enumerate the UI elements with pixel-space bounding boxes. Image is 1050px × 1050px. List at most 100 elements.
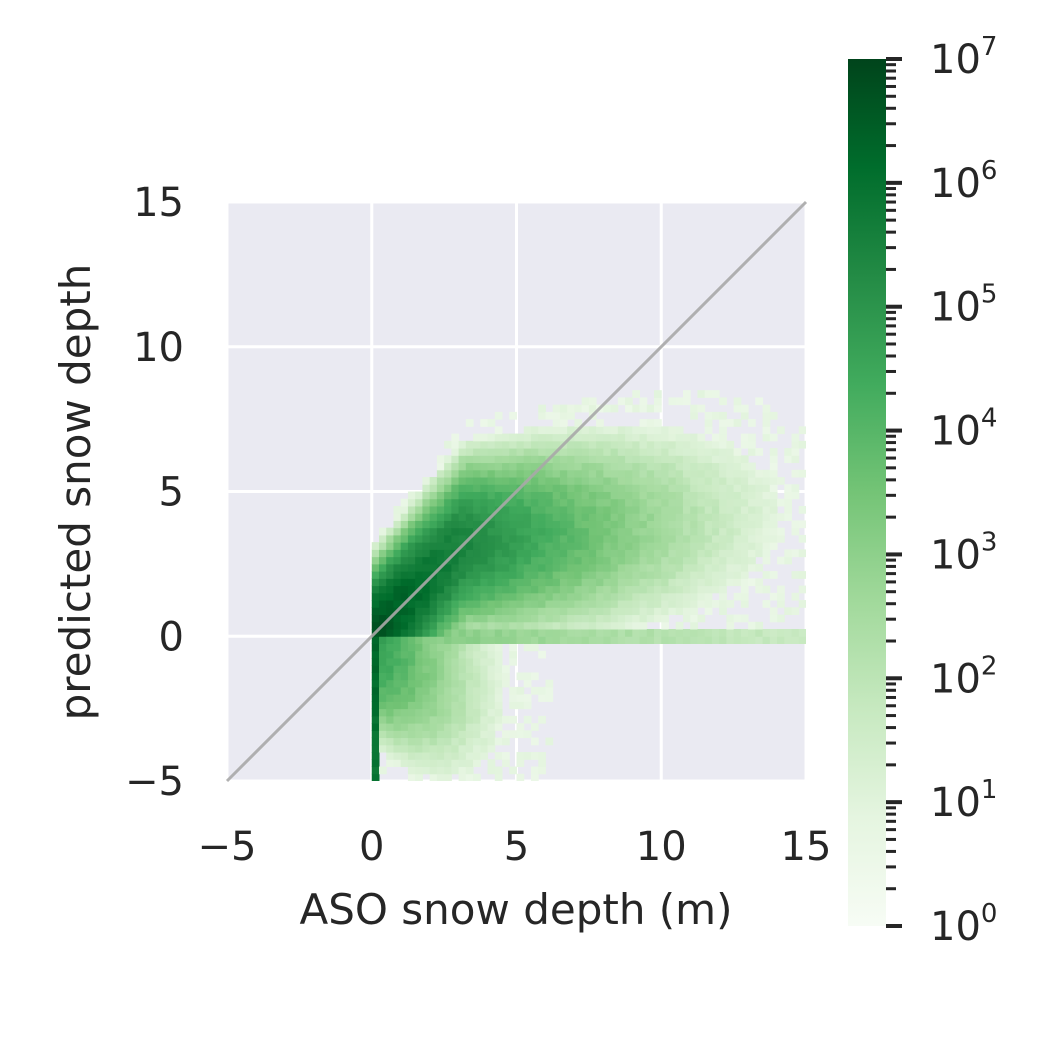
histogram-cell bbox=[393, 672, 402, 681]
histogram-cell bbox=[502, 600, 510, 608]
histogram-cell bbox=[675, 433, 684, 442]
histogram-cell bbox=[682, 636, 691, 644]
histogram-cell bbox=[545, 469, 554, 478]
histogram-cell bbox=[726, 419, 735, 427]
histogram-cell bbox=[465, 723, 474, 731]
histogram-cell bbox=[436, 621, 445, 630]
histogram-cell bbox=[415, 723, 423, 731]
histogram-cell bbox=[530, 563, 539, 572]
histogram-cell bbox=[668, 592, 677, 601]
histogram-cell bbox=[675, 527, 684, 536]
histogram-cell bbox=[494, 484, 503, 492]
histogram-cell bbox=[458, 701, 467, 710]
histogram-cell bbox=[646, 448, 655, 456]
histogram-cell bbox=[429, 534, 438, 543]
histogram-cell bbox=[552, 636, 561, 644]
histogram-cell bbox=[444, 621, 452, 630]
histogram-cell bbox=[494, 636, 503, 644]
histogram-cell bbox=[610, 578, 619, 587]
histogram-cell bbox=[726, 505, 735, 514]
histogram-cell bbox=[690, 477, 698, 485]
histogram-cell bbox=[733, 542, 742, 550]
histogram-cell bbox=[451, 520, 460, 529]
histogram-cell bbox=[444, 708, 452, 717]
histogram-cell bbox=[458, 744, 467, 753]
histogram-cell bbox=[639, 448, 648, 456]
histogram-cell bbox=[451, 592, 460, 601]
histogram-cell bbox=[588, 542, 597, 550]
histogram-cell bbox=[748, 636, 756, 644]
histogram-cell bbox=[625, 607, 633, 616]
histogram-cell bbox=[516, 513, 525, 521]
histogram-cell bbox=[726, 513, 735, 521]
histogram-cell bbox=[407, 759, 416, 768]
histogram-cell bbox=[538, 505, 546, 514]
histogram-cell bbox=[530, 629, 539, 637]
one-to-one-line bbox=[225, 200, 808, 783]
histogram-cell bbox=[494, 549, 503, 558]
histogram-cell bbox=[675, 636, 684, 644]
histogram-cell bbox=[458, 448, 467, 456]
histogram-cell bbox=[552, 563, 561, 572]
histogram-cell bbox=[682, 592, 691, 601]
histogram-cell bbox=[596, 433, 604, 442]
histogram-cell bbox=[610, 534, 619, 543]
histogram-cell bbox=[704, 498, 713, 507]
histogram-cell bbox=[458, 505, 467, 514]
histogram-cell bbox=[509, 477, 517, 485]
histogram-cell bbox=[777, 534, 785, 543]
histogram-cell bbox=[559, 477, 568, 485]
histogram-cell bbox=[422, 701, 431, 710]
histogram-cell bbox=[581, 600, 590, 608]
histogram-cell bbox=[704, 419, 713, 427]
histogram-cell bbox=[451, 527, 460, 536]
histogram-cell bbox=[436, 549, 445, 558]
histogram-cell bbox=[487, 679, 496, 688]
histogram-cell bbox=[451, 534, 460, 543]
histogram-cell bbox=[625, 520, 633, 529]
histogram-cell bbox=[465, 563, 474, 572]
histogram-cell bbox=[436, 462, 445, 471]
histogram-cell bbox=[654, 527, 662, 536]
histogram-cell bbox=[538, 636, 546, 644]
histogram-cell bbox=[545, 679, 554, 688]
histogram-cell bbox=[436, 498, 445, 507]
histogram-cell bbox=[516, 534, 525, 543]
histogram-cell bbox=[516, 701, 525, 710]
histogram-cell bbox=[422, 621, 431, 630]
histogram-cell bbox=[690, 440, 698, 449]
histogram-cell bbox=[625, 440, 633, 449]
histogram-cell bbox=[429, 773, 438, 781]
histogram-cell bbox=[502, 752, 510, 760]
histogram-cell bbox=[473, 563, 481, 572]
histogram-cell bbox=[762, 542, 771, 550]
histogram-cell bbox=[661, 636, 669, 644]
histogram-cell bbox=[407, 737, 416, 746]
histogram-cell bbox=[422, 759, 431, 768]
histogram-cell bbox=[480, 477, 489, 485]
histogram-cell bbox=[646, 600, 655, 608]
histogram-cell bbox=[596, 426, 604, 435]
histogram-cell bbox=[769, 629, 778, 637]
x-tick-label: 15 bbox=[781, 824, 832, 870]
histogram-cell bbox=[415, 701, 423, 710]
histogram-cell bbox=[690, 534, 698, 543]
histogram-cell bbox=[654, 513, 662, 521]
histogram-cell bbox=[465, 600, 474, 608]
histogram-cell bbox=[400, 629, 409, 637]
histogram-cell bbox=[393, 520, 402, 529]
histogram-cell bbox=[719, 397, 727, 406]
histogram-cell bbox=[581, 629, 590, 637]
histogram-cell bbox=[675, 578, 684, 587]
histogram-cell bbox=[422, 571, 431, 579]
histogram-cell bbox=[407, 752, 416, 760]
histogram-cell bbox=[719, 520, 727, 529]
histogram-cell bbox=[740, 614, 749, 623]
histogram-cell bbox=[545, 426, 554, 435]
histogram-cell bbox=[581, 477, 590, 485]
histogram-cell bbox=[422, 715, 431, 724]
histogram-cell bbox=[748, 513, 756, 521]
histogram-cell bbox=[429, 542, 438, 550]
histogram-cell bbox=[719, 629, 727, 637]
histogram-cell bbox=[791, 484, 800, 492]
